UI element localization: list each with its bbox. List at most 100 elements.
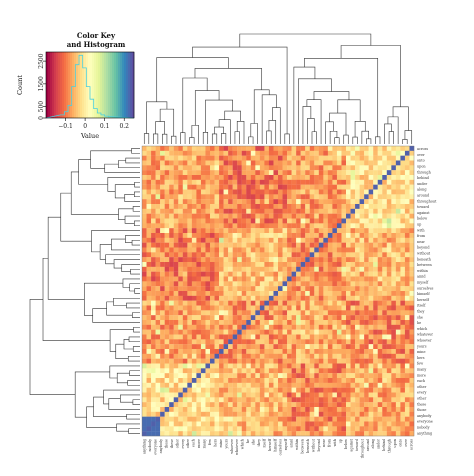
heatmap-cell — [164, 363, 170, 369]
heatmap-cell — [368, 291, 374, 296]
heatmap-cell — [287, 281, 292, 287]
heatmap-cell — [237, 310, 242, 316]
heatmap-cell — [391, 266, 397, 272]
heatmap-cell — [219, 431, 224, 437]
heatmap-cell — [287, 300, 292, 306]
heatmap-cell — [314, 271, 319, 277]
heatmap-cell — [341, 237, 347, 243]
heatmap-cell — [314, 189, 319, 195]
heatmap-cell — [391, 431, 397, 437]
heatmap-cell — [373, 300, 378, 306]
heatmap-cell — [373, 353, 378, 359]
heatmap-cell — [305, 233, 310, 238]
heatmap-cell — [255, 242, 261, 248]
heatmap-cell — [264, 286, 270, 292]
heatmap-cell — [173, 150, 179, 156]
heatmap-cell — [404, 329, 410, 335]
heatmap-cell — [237, 213, 242, 219]
dendrogram-branch — [153, 133, 159, 144]
dendrogram-branch — [47, 216, 85, 300]
color-key-swatch — [102, 52, 105, 118]
heatmap-cell — [191, 329, 197, 335]
heatmap-cell — [391, 213, 397, 219]
heatmap-cell — [346, 286, 351, 292]
heatmap-cell — [173, 402, 179, 408]
heatmap-cell — [223, 257, 229, 263]
dendrogram-branch — [129, 283, 140, 292]
heatmap-cell — [359, 228, 365, 234]
heatmap-cell — [300, 281, 306, 287]
heatmap-cell — [395, 291, 401, 296]
heatmap-cell — [395, 213, 401, 219]
heatmap-cell — [182, 208, 188, 214]
heatmap-cell — [386, 150, 392, 156]
heatmap-cell — [314, 320, 319, 325]
heatmap-cell — [296, 392, 301, 398]
heatmap-cell — [368, 286, 374, 292]
heatmap-cell — [336, 170, 342, 176]
heatmap-cell — [237, 407, 242, 412]
heatmap-cell — [173, 184, 179, 190]
dendrogram-branch — [268, 120, 277, 144]
heatmap-cell — [287, 295, 292, 301]
heatmap-cell — [182, 339, 188, 345]
heatmap-cell — [323, 363, 329, 369]
heatmap-cell — [246, 407, 251, 412]
row-label: anybody — [417, 414, 432, 418]
heatmap-cell — [173, 349, 179, 354]
heatmap-cell — [382, 286, 387, 292]
heatmap-cell — [327, 329, 333, 335]
heatmap-cell — [323, 368, 329, 374]
heatmap-cell — [287, 291, 292, 296]
heatmap-cell — [296, 199, 301, 205]
heatmap-cell — [219, 165, 224, 171]
heatmap-cell — [341, 204, 347, 209]
heatmap-cell — [350, 291, 356, 296]
heatmap-cell — [146, 349, 152, 354]
heatmap-cell — [191, 382, 197, 388]
heatmap-cell — [336, 199, 342, 205]
heatmap-cell — [151, 431, 156, 437]
heatmap-cell — [404, 353, 410, 359]
row-label: each — [417, 379, 426, 383]
heatmap-cell — [305, 431, 310, 437]
heatmap-cell — [169, 387, 174, 393]
heatmap-cell — [228, 402, 233, 408]
heatmap-cell — [296, 358, 301, 364]
heatmap-cell — [228, 194, 233, 200]
heatmap-cell — [278, 358, 283, 364]
heatmap-cell — [346, 252, 351, 258]
heatmap-cell — [318, 155, 324, 161]
heatmap-cell — [382, 228, 387, 234]
heatmap-cell — [151, 329, 156, 335]
heatmap-cell — [305, 175, 310, 180]
heatmap-cell — [241, 146, 247, 151]
heatmap-cell — [173, 155, 179, 161]
heatmap-cell — [377, 179, 383, 185]
heatmap-cell — [164, 392, 170, 398]
heatmap-cell — [346, 349, 351, 354]
heatmap-cell — [187, 189, 193, 195]
heatmap-cell — [382, 353, 387, 359]
heatmap-cell — [296, 431, 301, 437]
heatmap-cell — [191, 392, 197, 398]
heatmap-cell — [368, 397, 374, 403]
heatmap-cell — [305, 329, 310, 335]
row-label: below — [417, 217, 427, 221]
heatmap-cell — [336, 252, 342, 258]
heatmap-cell — [346, 411, 351, 417]
heatmap-cell — [300, 353, 306, 359]
heatmap-cell — [400, 378, 406, 383]
heatmap-cell — [395, 324, 401, 330]
heatmap-cell — [182, 387, 188, 393]
heatmap-cell — [219, 315, 224, 321]
heatmap-cell — [155, 160, 161, 166]
heatmap-cell — [404, 213, 410, 219]
heatmap-cell — [278, 262, 283, 267]
heatmap-cell — [300, 329, 306, 335]
heatmap-cell — [395, 175, 401, 180]
heatmap-cell — [191, 262, 197, 267]
heatmap-cell — [296, 397, 301, 403]
heatmap-cell — [305, 189, 310, 195]
heatmap-cell — [232, 189, 238, 195]
